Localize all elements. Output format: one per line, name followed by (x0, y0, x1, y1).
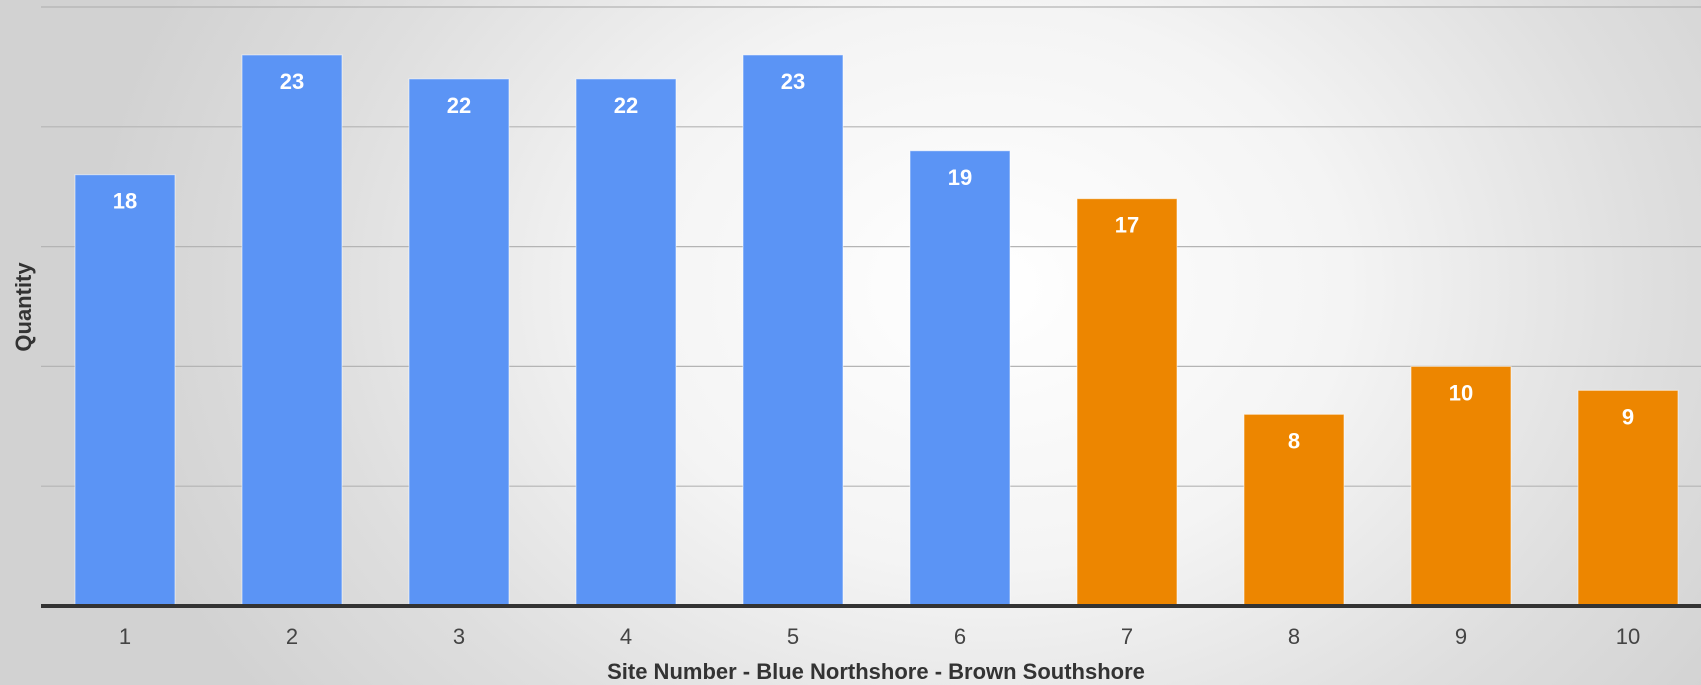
data-label-1: 18 (113, 189, 137, 214)
bars (74, 54, 1679, 607)
bar-6 (909, 150, 1011, 607)
x-tick-2: 2 (286, 624, 298, 649)
bar-9 (1410, 365, 1512, 607)
data-label-7: 17 (1115, 213, 1139, 238)
x-axis-title: Site Number - Blue Northshore - Brown So… (607, 659, 1145, 684)
x-tick-8: 8 (1288, 624, 1300, 649)
x-tick-labels: 1 2 3 4 5 6 7 8 9 10 (119, 624, 1640, 649)
y-axis-title: Quantity (11, 262, 36, 352)
x-tick-7: 7 (1121, 624, 1133, 649)
bar-4 (575, 78, 677, 607)
data-labels: 18 23 22 22 23 19 17 8 10 9 (113, 69, 1634, 453)
bar-8 (1243, 413, 1345, 607)
x-tick-10: 10 (1616, 624, 1640, 649)
x-tick-5: 5 (787, 624, 799, 649)
x-tick-3: 3 (453, 624, 465, 649)
bar-7 (1076, 198, 1178, 607)
data-label-6: 19 (948, 165, 972, 190)
bar-3 (408, 78, 510, 607)
x-tick-4: 4 (620, 624, 632, 649)
bar-10 (1577, 389, 1679, 607)
data-label-8: 8 (1288, 428, 1300, 453)
bar-1 (74, 174, 176, 607)
x-tick-9: 9 (1455, 624, 1467, 649)
x-tick-6: 6 (954, 624, 966, 649)
data-label-3: 22 (447, 93, 471, 118)
x-tick-1: 1 (119, 624, 131, 649)
bar-5 (742, 54, 844, 607)
data-label-10: 9 (1622, 404, 1634, 429)
bar-2 (241, 54, 343, 607)
data-label-2: 23 (280, 69, 304, 94)
data-label-9: 10 (1449, 380, 1473, 405)
data-label-4: 22 (614, 93, 638, 118)
data-label-5: 23 (781, 69, 805, 94)
